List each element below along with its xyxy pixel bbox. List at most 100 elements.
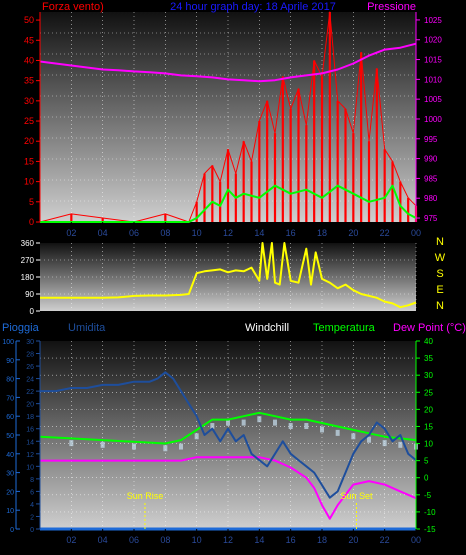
rain-tick-label: 100 [2, 339, 14, 346]
x-tick-label: 08 [160, 228, 170, 238]
humidity-tick-label: 14 [26, 439, 34, 446]
temp-tick-label: 20 [424, 405, 433, 414]
x-tick-label: 16 [286, 535, 296, 545]
humidity-tick-label: 26 [26, 364, 34, 371]
temp-tick-label: 15 [424, 422, 433, 431]
y-tick-label: 180 [21, 273, 35, 282]
y-tick-label: 20 [24, 136, 34, 146]
temp-tick-label: -15 [424, 525, 436, 534]
humidity-tick-label: 28 [26, 352, 34, 359]
x-tick-label: 10 [192, 228, 202, 238]
y-tick-label: 45 [24, 35, 34, 45]
x-tick-label: 14 [254, 535, 264, 545]
y-tick-label: 5 [29, 197, 34, 207]
direction-grid [40, 243, 417, 311]
x-tick-label: 04 [98, 228, 108, 238]
x-tick-label: 02 [66, 228, 76, 238]
direction-series [40, 242, 417, 309]
temp-tick-label: 10 [424, 440, 433, 449]
temp-tick-label: 5 [424, 457, 429, 466]
temperature-grid [40, 341, 417, 529]
y-tick-label: 0 [29, 217, 34, 227]
y-tick-label: 15 [24, 156, 34, 166]
x-tick-label: 12 [223, 228, 233, 238]
dewpoint-line [40, 456, 417, 520]
x-tick-label: 18 [317, 535, 327, 545]
temperature-label: Temperatura [313, 322, 376, 334]
temp-tick-label: 0 [424, 474, 429, 483]
x-tick-label: 16 [286, 228, 296, 238]
humidity-tick-label: 22 [26, 389, 34, 396]
x-tick-label: 14 [254, 228, 264, 238]
x-tick-label: 02 [66, 535, 76, 545]
temp-tick-label: 30 [424, 371, 433, 380]
pressure-y-axis-right: 975 980 985 990 995 1000 1005 1010 1015 1020 1025 [415, 12, 442, 223]
gust-line [39, 11, 417, 223]
rain-tick-label: 60 [6, 414, 14, 421]
x-tick-label: 18 [317, 228, 327, 238]
compass-label: E [436, 284, 443, 296]
x-tick-label: 00 [411, 535, 421, 545]
rain-tick-label: 0 [10, 527, 14, 534]
x-tick-label: 20 [348, 228, 358, 238]
direction-y-axis: 0 90 180 270 360 [21, 239, 40, 316]
rain-tick-label: 70 [6, 395, 14, 402]
humidity-tick-label: 16 [26, 427, 34, 434]
humidity-tick-label: 18 [26, 414, 34, 421]
x-tick-label: 10 [192, 535, 202, 545]
pressure-title: Pressione [367, 1, 416, 13]
rain-tick-label: 40 [6, 452, 14, 459]
humidity-tick-label: 30 [26, 339, 34, 346]
temp-tick-label: 25 [424, 388, 433, 397]
x-tick-label: 00 [411, 228, 421, 238]
wind-avg-line [40, 184, 417, 223]
y-tick-label: 990 [424, 155, 438, 164]
humidity-tick-label: 24 [26, 377, 34, 384]
x-tick-label: 12 [223, 535, 233, 545]
y-tick-label: 1000 [424, 115, 442, 124]
x-tick-label: 04 [98, 535, 108, 545]
x-tick-label: 08 [160, 535, 170, 545]
rain-tick-label: 20 [6, 489, 14, 496]
y-tick-label: 360 [21, 239, 35, 248]
y-tick-label: 995 [424, 135, 438, 144]
y-tick-label: 980 [424, 194, 438, 203]
y-tick-label: 50 [24, 15, 34, 25]
y-tick-label: 35 [24, 76, 34, 86]
y-tick-label: 90 [25, 290, 34, 299]
y-tick-label: 1015 [424, 56, 442, 65]
rain-tick-label: 50 [6, 433, 14, 440]
x-tick-label: 20 [348, 535, 358, 545]
wind-title: Forza vento) [42, 1, 104, 13]
temp-tick-label: -5 [424, 491, 432, 500]
humidity-line [40, 371, 417, 499]
humidity-tick-label: 6 [30, 489, 34, 496]
rain-tick-label: 90 [6, 358, 14, 365]
humidity-tick-label: 20 [26, 402, 34, 409]
y-tick-label: 1005 [424, 95, 442, 104]
y-tick-label: 975 [424, 214, 438, 223]
temperature-axes: 0102030405060708090100024681012141618202… [2, 337, 436, 534]
temperature-line [39, 411, 417, 445]
temp-tick-label: -10 [424, 508, 436, 517]
rain-tick-label: 10 [6, 508, 14, 515]
compass-label: W [435, 252, 446, 264]
temperature-x-axis: 02 04 06 08 10 12 14 16 18 20 22 00 [66, 529, 421, 545]
sunrise-label: Sun Rise [127, 491, 164, 501]
windchill-label: Windchill [245, 322, 289, 334]
y-tick-label: 0 [30, 307, 35, 316]
temperature-panel: Sun Rise Sun Set 010203040506070809010002… [2, 322, 466, 545]
y-tick-label: 270 [21, 256, 35, 265]
dewpoint-label: Dew Point (°C) [393, 322, 466, 334]
x-tick-label: 22 [380, 535, 390, 545]
y-tick-label: 985 [424, 174, 438, 183]
rain-tick-label: 30 [6, 471, 14, 478]
y-tick-label: 25 [24, 116, 34, 126]
compass-label: N [436, 236, 444, 248]
sunset-label: Sun Set [340, 491, 373, 501]
x-tick-label: 06 [129, 535, 139, 545]
y-tick-label: 40 [24, 55, 34, 65]
